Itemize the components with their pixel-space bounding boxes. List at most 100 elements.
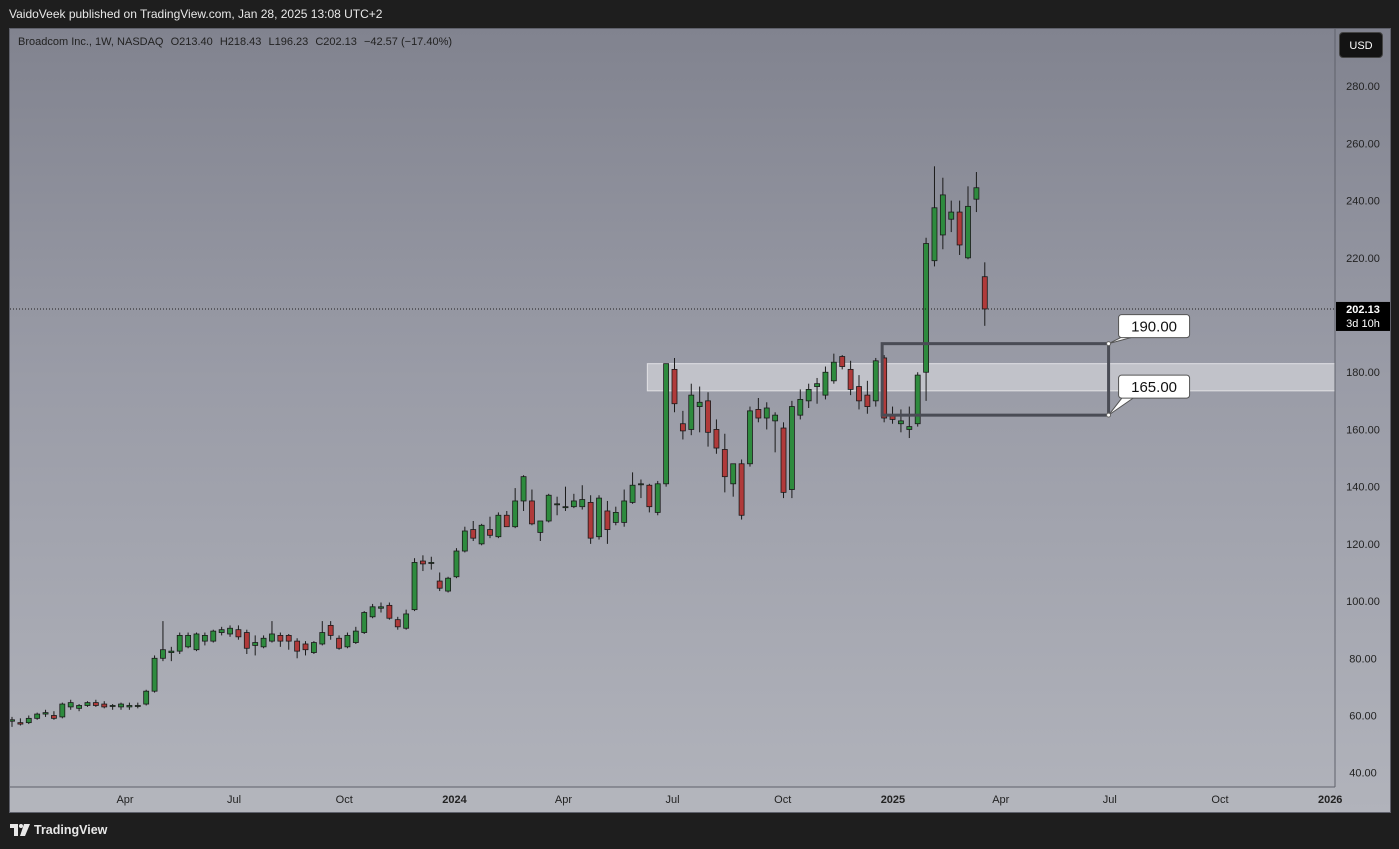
candle-body bbox=[830, 361, 837, 382]
last-price-label: 202.13 3d 10h bbox=[1336, 301, 1390, 331]
y-tick-label: 240.00 bbox=[1346, 196, 1380, 208]
candle bbox=[629, 472, 636, 504]
candle-body bbox=[805, 389, 812, 402]
candle-body bbox=[839, 356, 846, 367]
candle-body bbox=[772, 414, 779, 422]
candle bbox=[277, 632, 284, 647]
candle-body bbox=[621, 500, 628, 523]
candle-body bbox=[235, 629, 242, 638]
candle bbox=[529, 489, 535, 526]
tradingview-logo-icon bbox=[10, 824, 30, 836]
candle-body bbox=[134, 705, 141, 707]
candle-body bbox=[84, 702, 91, 706]
x-tick-label: Apr bbox=[992, 794, 1009, 806]
candle-body bbox=[25, 717, 32, 724]
candle bbox=[939, 177, 946, 250]
target-box bbox=[880, 342, 1111, 417]
x-tick-label: Oct bbox=[774, 794, 791, 806]
symbol-legend: Broadcom Inc., 1W, NASDAQ O213.40 H218.4… bbox=[18, 36, 456, 48]
candle-body bbox=[109, 705, 116, 707]
candle-body bbox=[10, 719, 15, 722]
candle-body bbox=[503, 514, 510, 528]
callout-box bbox=[1118, 314, 1191, 339]
candle bbox=[856, 375, 862, 410]
candle-body bbox=[856, 386, 862, 402]
currency-button[interactable]: USD bbox=[1339, 32, 1383, 58]
callout-anchor bbox=[1106, 412, 1112, 418]
candle-body bbox=[101, 703, 108, 708]
candle bbox=[898, 409, 904, 433]
x-tick-label: 2026 bbox=[1318, 794, 1342, 806]
candle-body bbox=[201, 635, 208, 642]
candle-body bbox=[118, 703, 124, 708]
candle bbox=[705, 392, 711, 447]
candle bbox=[721, 433, 728, 493]
candle bbox=[822, 366, 829, 400]
y-tick-label: 80.00 bbox=[1349, 653, 1377, 665]
y-tick-label: 160.00 bbox=[1346, 424, 1380, 436]
y-tick-label: 180.00 bbox=[1346, 367, 1380, 379]
candle bbox=[612, 506, 619, 526]
tradingview-brand[interactable]: TradingView bbox=[10, 823, 107, 837]
candle-body bbox=[554, 503, 560, 506]
candle bbox=[906, 406, 913, 439]
candle bbox=[638, 479, 644, 499]
candle-body bbox=[931, 207, 938, 262]
x-tick-label: Oct bbox=[336, 794, 353, 806]
y-tick-label: 220.00 bbox=[1346, 253, 1380, 265]
last-price-value: 202.13 bbox=[1346, 304, 1380, 316]
candle bbox=[453, 548, 460, 579]
legend-change: −42.57 (−17.40%) bbox=[363, 36, 453, 48]
candle bbox=[59, 702, 66, 719]
candle bbox=[537, 520, 544, 542]
candle bbox=[604, 500, 611, 544]
candle-body bbox=[939, 194, 946, 236]
candle bbox=[34, 712, 41, 720]
y-tick-label: 120.00 bbox=[1346, 539, 1380, 551]
candle bbox=[461, 526, 468, 553]
candle bbox=[336, 635, 342, 650]
candle bbox=[352, 626, 359, 644]
legend-close: C202.13 bbox=[315, 36, 357, 48]
candle-body bbox=[126, 705, 133, 708]
candle bbox=[654, 480, 661, 516]
candle-body bbox=[612, 512, 619, 523]
candle-body bbox=[210, 630, 217, 642]
candle bbox=[109, 704, 116, 710]
candle-body bbox=[51, 715, 57, 719]
candle-body bbox=[76, 705, 82, 709]
candle-body bbox=[755, 409, 762, 419]
candle-body bbox=[965, 205, 971, 259]
legend-open: O213.40 bbox=[170, 36, 213, 48]
price-chart[interactable]: 190.00 165.00 40.00 60.00 80.00 100.00 120.00 1… bbox=[10, 29, 1390, 812]
candle bbox=[327, 621, 334, 640]
candle-body bbox=[470, 529, 477, 539]
support-zone bbox=[646, 363, 1336, 392]
candle-body bbox=[336, 637, 342, 649]
candle bbox=[830, 353, 837, 384]
y-tick-label: 280.00 bbox=[1346, 81, 1380, 93]
candle-body bbox=[327, 624, 334, 636]
candle-body bbox=[67, 702, 74, 708]
last-price-countdown: 3d 10h bbox=[1346, 318, 1380, 330]
y-tick-label: 60.00 bbox=[1349, 710, 1377, 722]
candle bbox=[168, 646, 175, 662]
candle bbox=[84, 701, 91, 707]
candle bbox=[260, 635, 267, 649]
candle-body bbox=[34, 713, 41, 719]
candle-body bbox=[814, 383, 820, 387]
candle-body bbox=[906, 426, 913, 430]
candle bbox=[42, 709, 49, 717]
candle bbox=[797, 389, 804, 420]
candle-body bbox=[386, 604, 393, 619]
candle-body bbox=[789, 406, 795, 490]
brand-name: TradingView bbox=[34, 823, 108, 837]
candle-body bbox=[411, 562, 418, 611]
candle-body bbox=[185, 635, 192, 648]
candle-body bbox=[604, 510, 611, 530]
candles-group bbox=[10, 166, 988, 727]
candle bbox=[17, 718, 24, 726]
chart-area[interactable]: 190.00 165.00 40.00 60.00 80.00 100.00 120.00 1… bbox=[9, 28, 1391, 813]
candle bbox=[252, 635, 259, 656]
candle-body bbox=[864, 394, 871, 407]
